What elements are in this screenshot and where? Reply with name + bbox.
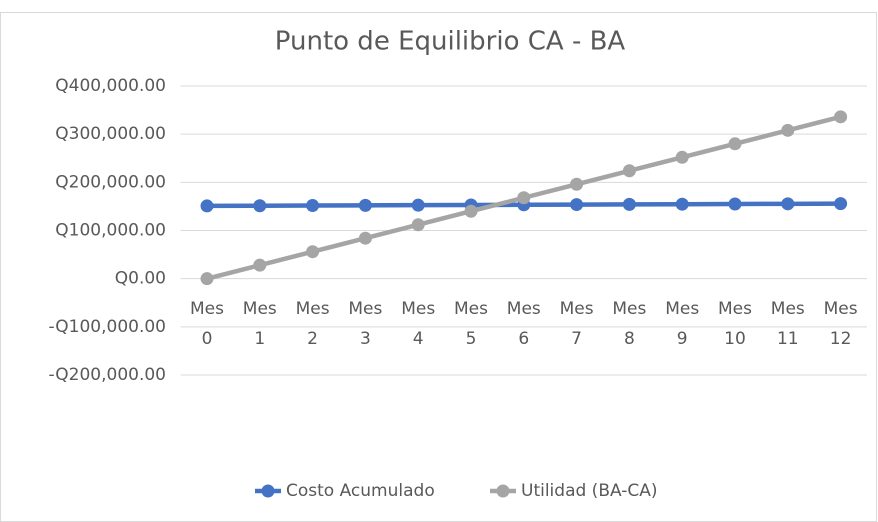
legend-marker bbox=[496, 484, 510, 498]
y-tick-label: Q400,000.00 bbox=[55, 76, 166, 96]
y-tick-label: Q100,000.00 bbox=[55, 221, 166, 241]
marker bbox=[622, 164, 636, 178]
legend-label: Costo Acumulado bbox=[286, 481, 435, 501]
x-tick-label: Mes 12 bbox=[823, 298, 858, 349]
marker bbox=[728, 197, 742, 211]
marker bbox=[306, 199, 320, 213]
y-tick-label: -Q200,000.00 bbox=[49, 365, 166, 385]
y-tick-label: -Q100,000.00 bbox=[49, 317, 166, 337]
x-tick-label: Mes 2 bbox=[295, 298, 330, 349]
marker bbox=[781, 197, 795, 211]
marker bbox=[675, 150, 689, 164]
x-tick-label: Mes 0 bbox=[190, 298, 224, 349]
marker bbox=[306, 245, 320, 259]
marker bbox=[200, 272, 214, 286]
x-tick-label: Mes 10 bbox=[718, 298, 752, 349]
x-tick-label: Mes 6 bbox=[506, 298, 541, 349]
marker bbox=[464, 204, 478, 218]
x-tick-label: Mes 3 bbox=[348, 298, 383, 349]
marker bbox=[622, 197, 636, 211]
x-tick-label: Mes 11 bbox=[770, 298, 805, 349]
marker bbox=[781, 123, 795, 137]
chart-border bbox=[0, 12, 877, 522]
marker bbox=[358, 231, 372, 245]
x-tick-label: Mes 5 bbox=[454, 298, 488, 349]
x-tick-label: Mes 9 bbox=[665, 298, 700, 349]
x-tick-label: Mes 7 bbox=[559, 298, 594, 349]
marker bbox=[411, 218, 425, 232]
marker bbox=[253, 199, 267, 213]
marker bbox=[517, 191, 531, 205]
marker bbox=[834, 197, 848, 211]
marker bbox=[570, 177, 584, 191]
marker bbox=[728, 137, 742, 151]
marker bbox=[834, 110, 848, 124]
y-tick-label: Q200,000.00 bbox=[55, 172, 166, 192]
y-tick-label: Q300,000.00 bbox=[55, 124, 166, 144]
x-tick-label: Mes 4 bbox=[401, 298, 436, 349]
marker bbox=[200, 199, 214, 213]
marker bbox=[358, 198, 372, 212]
x-tick-label: Mes 8 bbox=[612, 298, 647, 349]
marker bbox=[253, 258, 267, 272]
marker bbox=[411, 198, 425, 212]
marker bbox=[675, 197, 689, 211]
y-tick-label: Q0.00 bbox=[115, 269, 166, 289]
chart-title: Punto de Equilibrio CA - BA bbox=[275, 27, 626, 57]
legend-marker bbox=[261, 484, 275, 498]
marker bbox=[570, 198, 584, 212]
legend-label: Utilidad (BA-CA) bbox=[521, 481, 658, 501]
x-tick-label: Mes 1 bbox=[242, 298, 277, 349]
